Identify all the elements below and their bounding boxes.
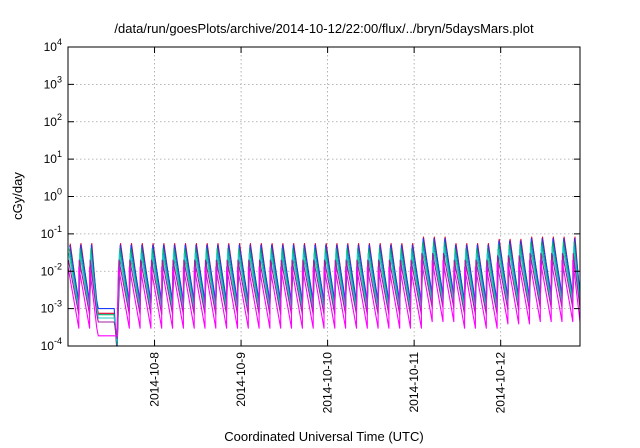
- x-tick-label: 2014-10-8: [148, 352, 162, 407]
- x-tick-label: 2014-10-11: [407, 352, 421, 413]
- x-axis-tick-labels: 2014-10-8 2014-10-9 2014-10-10 2014-10-11 20…: [148, 352, 508, 414]
- y-axis-label: cGy/day: [10, 172, 25, 220]
- y-tick-label: 10-4: [41, 336, 62, 353]
- y-axis-tick-labels: 10-4 10-3 10-2 10-1 100 101 102 103 104: [41, 37, 62, 353]
- x-tick-label: 2014-10-10: [321, 352, 335, 414]
- chart-title: /data/run/goesPlots/archive/2014-10-12/2…: [114, 21, 534, 36]
- y-tick-label: 10-3: [41, 299, 62, 316]
- x-tick-label: 2014-10-9: [234, 352, 248, 407]
- y-tick-label: 10-1: [41, 224, 62, 241]
- series-line-6: [68, 259, 580, 337]
- axis-ticks: [68, 46, 580, 347]
- y-tick-label: 100: [44, 187, 62, 204]
- series-layer: [68, 236, 580, 346]
- y-tick-label: 101: [44, 149, 62, 166]
- y-tick-label: 10-2: [41, 261, 62, 278]
- y-tick-label: 103: [44, 74, 62, 91]
- y-tick-label: 104: [44, 37, 62, 54]
- y-tick-label: 102: [44, 112, 62, 129]
- x-tick-label: 2014-10-12: [494, 352, 508, 414]
- x-axis-label: Coordinated Universal Time (UTC): [224, 429, 423, 444]
